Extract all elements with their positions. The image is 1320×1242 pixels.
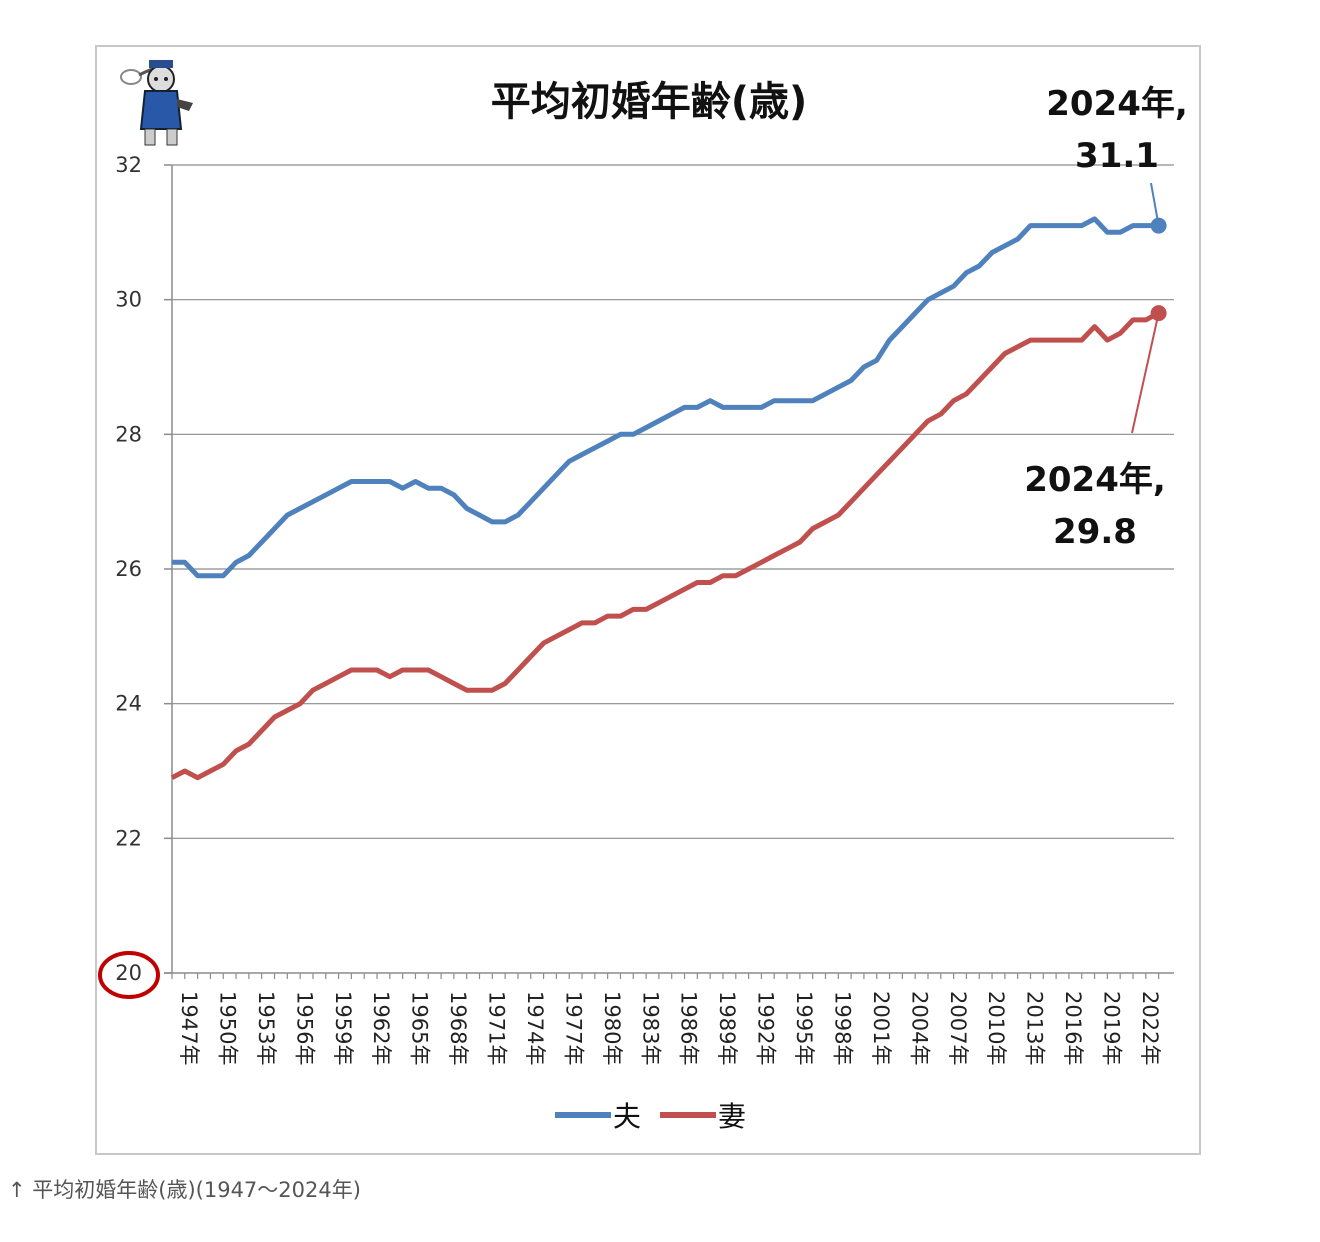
mascot-logo bbox=[120, 60, 193, 146]
y-tick-label: 32 bbox=[115, 153, 142, 177]
x-tick-label: 1962年 bbox=[369, 991, 393, 1065]
x-tick-label: 2001年 bbox=[869, 991, 893, 1065]
x-tick-label: 1977年 bbox=[561, 991, 585, 1065]
annotation-leader-0 bbox=[1150, 182, 1160, 226]
highlight-circle bbox=[98, 951, 160, 999]
x-tick-label: 1953年 bbox=[254, 991, 278, 1065]
x-tick-label: 2022年 bbox=[1138, 991, 1162, 1065]
series-line-1 bbox=[170, 310, 1160, 781]
y-tick-label: 28 bbox=[115, 422, 142, 446]
x-tick-label: 1950年 bbox=[215, 991, 239, 1065]
annotation-value-1: 29.8 bbox=[1053, 512, 1137, 552]
x-tick-label: 1995年 bbox=[792, 991, 816, 1065]
annotation-value-0: 31.1 bbox=[1075, 136, 1159, 176]
x-tick-label: 1959年 bbox=[331, 991, 355, 1065]
x-tick-label: 1989年 bbox=[715, 991, 739, 1065]
chart-frame: 平均初婚年齢(歳) 20 22 24 26 28 30 32 1947年 1950年 1953年 1… bbox=[95, 45, 1201, 1155]
x-tick-label: 2013年 bbox=[1023, 991, 1047, 1065]
figure-caption: ↑ 平均初婚年齢(歳)(1947〜2024年) bbox=[8, 1178, 361, 1202]
annotation-label-0: 2024年, bbox=[1046, 84, 1188, 124]
x-tick-label: 1971年 bbox=[485, 991, 509, 1065]
x-tick-label: 2016年 bbox=[1061, 991, 1085, 1065]
x-tick-label: 1968年 bbox=[446, 991, 470, 1065]
x-tick-label: 1980年 bbox=[600, 991, 624, 1065]
x-tick-label: 1947年 bbox=[177, 991, 201, 1065]
legend-label-0: 夫 bbox=[613, 1100, 641, 1133]
x-tick-label: 2004年 bbox=[907, 991, 931, 1065]
y-tick-label: 22 bbox=[115, 826, 142, 850]
y-tick-label: 20 bbox=[115, 961, 142, 985]
x-tick-label: 1974年 bbox=[523, 991, 547, 1065]
y-tick-label: 30 bbox=[115, 288, 142, 312]
series-line-0 bbox=[172, 216, 1159, 579]
x-tick-label: 1956年 bbox=[292, 991, 316, 1065]
y-tick-label: 24 bbox=[115, 692, 142, 716]
x-tick-label: 1983年 bbox=[638, 991, 662, 1065]
annotation-label-1: 2024年, bbox=[1024, 460, 1166, 500]
x-tick-label: 1992年 bbox=[754, 991, 778, 1065]
x-tick-label: 2010年 bbox=[984, 991, 1008, 1065]
chart-title: 平均初婚年齢(歳) bbox=[491, 79, 808, 125]
annotation-leader-1 bbox=[1131, 312, 1160, 434]
x-tick-label: 1965年 bbox=[408, 991, 432, 1065]
legend-label-1: 妻 bbox=[718, 1100, 746, 1133]
x-tick-label: 1986年 bbox=[677, 991, 701, 1065]
x-tick-label: 1998年 bbox=[830, 991, 854, 1065]
x-tick-label: 2007年 bbox=[946, 991, 970, 1065]
x-tick-label: 2019年 bbox=[1100, 991, 1124, 1065]
y-tick-label: 26 bbox=[115, 557, 142, 581]
chart: 平均初婚年齢(歳) 20 22 24 26 28 30 32 1947年 1950年 1953年 1… bbox=[98, 60, 1188, 1133]
